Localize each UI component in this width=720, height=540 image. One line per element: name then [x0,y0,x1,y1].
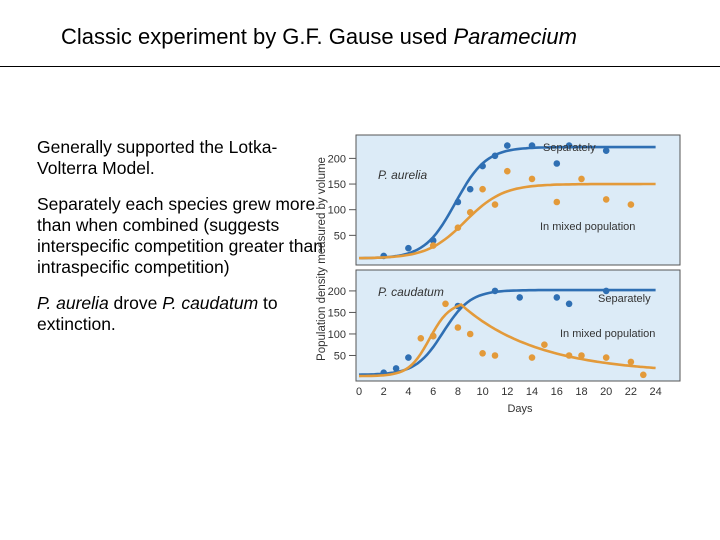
point-top-mixed-5 [504,167,511,175]
point-bottom-mixed-3 [454,324,462,331]
series-label-bottom-mixed: In mixed population [560,328,655,340]
title-text: Classic experiment by G.F. Gause used [61,24,454,49]
series-label-bottom-separately: Separately [598,293,651,305]
point-bottom-mixed-12 [627,358,635,366]
x-tick-label-2: 2 [381,386,387,398]
x-axis-title: Days [507,403,533,415]
point-top-mixed-4 [491,201,499,208]
point-bottom-mixed-7 [528,354,536,361]
species-label-top: P. aurelia [378,168,427,182]
point-bottom-mixed-9 [565,352,573,359]
title-italic: Paramecium [453,24,577,49]
point-bottom-separately-2 [405,354,412,361]
point-top-separately-4 [466,185,474,193]
x-tick-label-0: 0 [356,386,362,398]
point-top-separately-6 [491,152,499,160]
point-top-mixed-6 [528,175,536,183]
point-bottom-separately-8 [565,300,573,308]
point-top-separately-3 [454,198,462,206]
x-tick-label-8: 8 [455,386,461,398]
point-top-mixed-8 [578,175,585,183]
x-tick-label-16: 16 [551,386,563,398]
point-top-separately-7 [504,142,511,149]
x-tick-label-14: 14 [526,386,538,398]
point-bottom-mixed-2 [442,300,449,308]
point-top-separately-9 [553,160,561,167]
x-tick-label-4: 4 [405,386,411,398]
y-tick-label-bottom-100: 100 [328,329,346,341]
curve-top-mixed [358,182,656,260]
point-bottom-separately-1 [392,365,400,372]
gause-figure: 50 100 150 200 P. aurelia Separately In mixed … [308,133,693,423]
bullet-3-end: to extinction. [37,293,278,334]
y-tick-label-bottom-150: 150 [328,307,346,319]
point-bottom-mixed-6 [491,352,499,359]
bullet-3-species-2: P. caudatum [162,293,259,313]
point-top-separately-8 [528,142,536,149]
y-tick-label-bottom-200: 200 [328,286,346,298]
x-tick-label-12: 12 [501,386,513,398]
point-bottom-separately-5 [491,287,499,295]
y-tick-label-top-100: 100 [328,205,346,217]
point-top-mixed-7 [553,198,561,206]
title-rule [0,66,720,67]
bullet-3-mid: drove [108,293,163,313]
point-bottom-mixed-4 [466,330,474,338]
bullet-3: P. aurelia drove P. caudatum to extincti… [37,293,327,335]
point-top-mixed-9 [602,196,610,203]
panel-top-bg [355,134,681,266]
bullet-1: Generally supported the Lotka-Volterra M… [37,137,278,178]
point-bottom-separately-6 [516,294,523,301]
point-top-separately-1 [405,244,412,252]
x-tick-label-18: 18 [575,386,587,398]
panel-bottom-bg [355,269,681,382]
series-label-top-separately: Separately [543,142,596,154]
bullet-3-species-1: P. aurelia [37,293,109,313]
curve-top-separately [359,145,656,260]
point-bottom-mixed-1 [429,332,437,340]
y-tick-label-top-50: 50 [334,230,346,242]
bullet-2: Separately each species grew more than w… [37,194,323,277]
point-bottom-mixed-10 [578,352,585,359]
point-bottom-separately-7 [553,294,561,301]
point-top-mixed-1 [454,224,462,231]
y-tick-label-top-200: 200 [328,153,346,165]
point-bottom-mixed-0 [417,335,425,342]
x-tick-label-20: 20 [600,386,612,398]
x-tick-label-22: 22 [625,386,637,398]
species-label-bottom: P. caudatum [378,285,444,299]
y-tick-label-bottom-50: 50 [334,350,346,362]
x-tick-label-6: 6 [430,386,436,398]
point-top-mixed-3 [479,185,486,193]
point-bottom-separately-9 [602,287,610,295]
point-top-separately-5 [479,162,486,170]
point-bottom-mixed-11 [602,354,610,361]
x-tick-label-24: 24 [650,386,662,398]
bullet-list: Generally supported the Lotka-Volterra M… [37,137,327,350]
point-bottom-mixed-13 [640,371,647,379]
point-bottom-mixed-8 [541,341,548,348]
series-label-top-mixed: In mixed population [540,221,635,233]
curve-bottom-mixed [358,302,656,378]
point-bottom-mixed-5 [479,350,486,357]
point-top-separately-10 [565,142,573,149]
y-tick-label-top-150: 150 [328,179,346,191]
y-axis-title: Population density measured by volume [316,157,328,361]
point-top-separately-2 [429,237,437,244]
point-top-mixed-2 [466,209,474,216]
slide-title: Classic experiment by G.F. Gause used Pa… [61,24,577,50]
point-top-separately-11 [602,147,610,154]
point-top-mixed-10 [627,201,635,208]
x-tick-label-10: 10 [476,386,488,398]
point-top-mixed-0 [429,242,437,249]
